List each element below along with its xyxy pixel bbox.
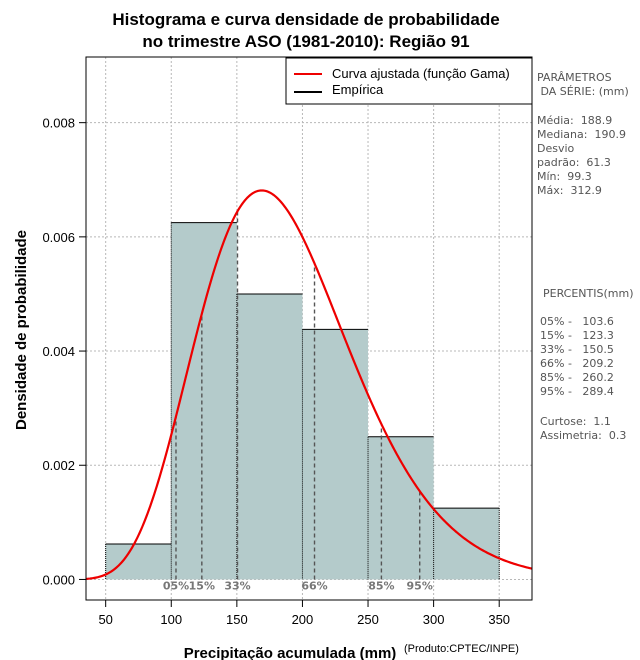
y-axis-title: Densidade de probabilidade xyxy=(13,230,30,430)
x-axis-title: Precipitação acumulada (mm) xyxy=(184,645,397,660)
x-tick-label-350: 350 xyxy=(488,612,510,627)
percentile-markers: 05% 15% 33% 66% 85% 95% xyxy=(163,211,433,592)
percentile-label-66: 66% xyxy=(301,579,327,592)
histogram-bar-0 xyxy=(105,544,172,580)
percentile-label-33: 33% xyxy=(224,579,250,592)
y-tick-label-0: 0.000 xyxy=(42,572,75,587)
percentile-label-15: 15% xyxy=(189,579,215,592)
percentile-label-95: 95% xyxy=(407,579,433,592)
percentil-line-15: 15% - 123.3 xyxy=(540,329,614,342)
y-tick-label-4: 0.008 xyxy=(42,116,75,131)
credit-text: (Produto:CPTEC/INPE) xyxy=(404,643,519,655)
legend-label-fitted: Curva ajustada (função Gama) xyxy=(332,66,510,81)
fitted-curve-layer xyxy=(85,189,533,581)
axes: 50 100 150 200 250 300 350 0.000 0.002 0.004 0.006… xyxy=(42,116,510,627)
histogram-bars xyxy=(105,222,500,580)
percentil-line-85: 85% - 260.2 xyxy=(540,371,614,384)
percentile-label-85: 85% xyxy=(368,579,394,592)
x-tick-label-300: 300 xyxy=(423,612,445,627)
histogram-bar-1 xyxy=(171,222,237,580)
stat-line-min: Mín: 99.3 xyxy=(537,170,592,183)
x-tick-label-100: 100 xyxy=(160,612,182,627)
kurtosis-line: Curtose: 1.1 xyxy=(540,415,611,428)
x-tick-label-250: 250 xyxy=(357,612,379,627)
legend: Curva ajustada (função Gama) Empírica xyxy=(285,57,533,105)
y-tick-label-3: 0.006 xyxy=(42,230,75,245)
y-tick-label-2: 0.004 xyxy=(42,344,75,359)
stat-line-max: Máx: 312.9 xyxy=(537,184,602,197)
y-tick-label-1: 0.002 xyxy=(42,458,75,473)
percentil-line-05: 05% - 103.6 xyxy=(540,315,614,328)
params-title-line-2: DA SÉRIE: (mm) xyxy=(537,85,629,98)
histogram-bar-3 xyxy=(302,329,369,580)
legend-label-empirical: Empírica xyxy=(332,82,384,97)
side-panel: PARÂMETROS DA SÉRIE: (mm) Média: 188.9 M… xyxy=(537,71,634,442)
percentil-line-95: 95% - 289.4 xyxy=(540,385,614,398)
stat-line-median: Mediana: 190.9 xyxy=(537,128,626,141)
chart-title-line-2: no trimestre ASO (1981-2010): Região 91 xyxy=(142,32,469,51)
stat-line-mean: Média: 188.9 xyxy=(537,114,612,127)
params-title-line-1: PARÂMETROS xyxy=(537,71,612,84)
stat-line-std-1: Desvio xyxy=(537,142,575,155)
x-tick-label-200: 200 xyxy=(292,612,314,627)
histogram-bar-4 xyxy=(368,436,434,580)
x-tick-label-150: 150 xyxy=(226,612,248,627)
percentil-line-66: 66% - 209.2 xyxy=(540,357,614,370)
percentis-title: PERCENTIS(mm) xyxy=(543,287,634,300)
plot-frame xyxy=(85,56,533,601)
chart-title-line-1: Histograma e curva densidade de probabil… xyxy=(112,10,499,29)
percentil-line-33: 33% - 150.5 xyxy=(540,343,614,356)
fitted-gamma-curve xyxy=(85,189,533,581)
histogram-bar-2 xyxy=(236,293,303,580)
legend-box xyxy=(285,57,533,105)
percentile-label-05: 05% xyxy=(163,579,189,592)
skewness-line: Assimetria: 0.3 xyxy=(540,429,626,442)
x-tick-label-50: 50 xyxy=(98,612,112,627)
stat-line-std-2: padrão: 61.3 xyxy=(537,156,611,169)
